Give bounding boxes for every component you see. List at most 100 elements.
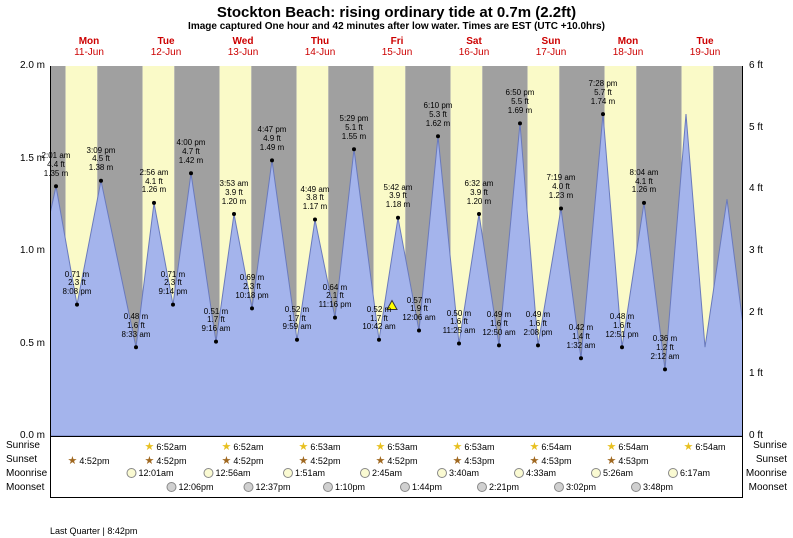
moon-icon	[554, 482, 564, 492]
star-icon: ★	[453, 454, 463, 467]
sunset-row: Sunset Sunset ★4:52pm ★4:52pm ★4:52pm ★4:52pm…	[0, 454, 793, 468]
day-axis: Mon11-JunTue12-JunWed13-JunThu14-JunFri1…	[50, 36, 743, 66]
moon-icon	[203, 468, 213, 478]
axis-line	[742, 66, 743, 497]
star-icon: ★	[222, 440, 232, 453]
row-label: Moonrise	[746, 468, 787, 479]
moon-icon	[323, 482, 333, 492]
moonset-item: 1:10pm	[323, 482, 365, 492]
star-icon: ★	[145, 454, 155, 467]
tide-point-label: 2:01 am4.4 ft1.35 m	[42, 152, 71, 178]
tide-point-label: 3:53 am3.9 ft1.20 m	[220, 180, 249, 206]
day-label: Sat16-Jun	[436, 36, 513, 58]
tide-point-label: 0.71 m2.3 ft8:08 pm	[63, 271, 92, 297]
moon-icon	[437, 468, 447, 478]
sunrise-item: ★6:52am	[145, 440, 187, 453]
tide-point-label: 0.52 m1.7 ft9:59 am	[283, 306, 312, 332]
y-tick-right: 2 ft	[745, 307, 790, 318]
divider	[50, 497, 743, 498]
sunrise-item: ★6:54am	[530, 440, 572, 453]
moon-icon	[243, 482, 253, 492]
sunrise-item: ★6:52am	[222, 440, 264, 453]
day-label: Mon18-Jun	[590, 36, 667, 58]
sunrise-row: SunriseSunrise★6:52am★6:52am★6:53am★6:53…	[0, 440, 793, 454]
tide-point-label: 6:50 pm5.5 ft1.69 m	[506, 89, 535, 115]
tide-point-label: 2:56 am4.1 ft1.26 m	[140, 169, 169, 195]
tide-point-label: 4:47 pm4.9 ft1.49 m	[258, 126, 287, 152]
row-label: Moonset	[6, 482, 44, 493]
y-tick-right: 6 ft	[745, 60, 790, 71]
moonrise-item: 3:40am	[437, 468, 479, 478]
y-axis-right: 0 ft1 ft2 ft3 ft4 ft5 ft6 ft	[745, 66, 793, 436]
star-icon: ★	[145, 440, 155, 453]
star-icon: ★	[376, 454, 386, 467]
moonrise-item: 2:45am	[360, 468, 402, 478]
moonrise-item: 12:56am	[203, 468, 250, 478]
sunset-item: ★4:53pm	[607, 454, 649, 467]
tide-point-label: 0.51 m1.7 ft9:16 am	[202, 308, 231, 334]
tide-point-label: 6:10 pm5.3 ft1.62 m	[424, 102, 453, 128]
row-label: Moonrise	[6, 468, 47, 479]
star-icon: ★	[376, 440, 386, 453]
moon-icon	[360, 468, 370, 478]
tide-point-label: 3:09 pm4.5 ft1.38 m	[87, 147, 116, 173]
sunrise-item: ★6:53am	[299, 440, 341, 453]
axis-line	[50, 436, 743, 437]
tide-point-label: 4:00 pm4.7 ft1.42 m	[177, 139, 206, 165]
moon-icon	[166, 482, 176, 492]
moonrise-item: 6:17am	[668, 468, 710, 478]
tide-point-label: 6:32 am3.9 ft1.20 m	[465, 180, 494, 206]
sunset-item: ★4:53pm	[530, 454, 572, 467]
tide-point-label: 8:04 am4.1 ft1.26 m	[630, 169, 659, 195]
sunset-item: ★4:52pm	[376, 454, 418, 467]
tide-point-label: 0.49 m1.6 ft2:08 pm	[524, 311, 553, 337]
y-tick-left: 0.5 m	[0, 338, 45, 349]
chart-title: Stockton Beach: rising ordinary tide at …	[0, 0, 793, 21]
day-label: Thu14-Jun	[282, 36, 359, 58]
y-tick-right: 1 ft	[745, 368, 790, 379]
tide-point-label: 5:29 pm5.1 ft1.55 m	[340, 115, 369, 141]
star-icon: ★	[684, 440, 694, 453]
astro-rows: SunriseSunrise★6:52am★6:52am★6:53am★6:53…	[0, 440, 793, 496]
star-icon: ★	[222, 454, 232, 467]
sunset-item: ★4:52pm	[145, 454, 187, 467]
footer-text: Last Quarter | 8:42pm	[50, 526, 137, 536]
y-tick-right: 3 ft	[745, 245, 790, 256]
tide-point-label: 4:49 am3.8 ft1.17 m	[301, 186, 330, 212]
moon-icon	[400, 482, 410, 492]
y-tick-right: 4 ft	[745, 183, 790, 194]
moonrise-item: 4:33am	[514, 468, 556, 478]
tide-point-label: 7:19 am4.0 ft1.23 m	[547, 174, 576, 200]
y-tick-left: 1.0 m	[0, 245, 45, 256]
star-icon: ★	[299, 454, 309, 467]
moonset-item: 2:21pm	[477, 482, 519, 492]
moonset-item: 3:48pm	[631, 482, 673, 492]
tide-point-label: 0.36 m1.2 ft2:12 am	[651, 335, 680, 361]
row-label: Sunset	[6, 454, 37, 465]
moonset-row: MoonsetMoonset12:06pm12:37pm1:10pm1:44pm…	[0, 482, 793, 496]
moonset-item: 12:37pm	[243, 482, 290, 492]
moonrise-item: 12:01am	[126, 468, 173, 478]
sunset-item: ★4:52pm	[299, 454, 341, 467]
day-label: Sun17-Jun	[513, 36, 590, 58]
sunrise-item: ★6:53am	[376, 440, 418, 453]
axis-line	[50, 66, 51, 497]
row-label: Sunset	[756, 454, 787, 465]
chart-subtitle: Image captured One hour and 42 minutes a…	[0, 21, 793, 34]
tide-point-label: 0.42 m1.4 ft1:32 am	[567, 324, 596, 350]
sunset-item: ★4:52pm	[68, 454, 110, 467]
tide-point-label: 7:28 pm5.7 ft1.74 m	[589, 80, 618, 106]
moonrise-item: 5:26am	[591, 468, 633, 478]
moonrise-item: 1:51am	[283, 468, 325, 478]
tide-point-label: 5:42 am3.9 ft1.18 m	[384, 184, 413, 210]
tide-point-label: 0.50 m1.6 ft11:25 am	[443, 310, 476, 336]
sunset-item: ★4:52pm	[222, 454, 264, 467]
day-label: Tue12-Jun	[128, 36, 205, 58]
day-label: Wed13-Jun	[205, 36, 282, 58]
moon-icon	[631, 482, 641, 492]
sunrise-item: ★6:54am	[607, 440, 649, 453]
moonset-item: 3:02pm	[554, 482, 596, 492]
star-icon: ★	[607, 440, 617, 453]
tide-point-label: 0.48 m1.6 ft12:51 pm	[605, 313, 638, 339]
tide-point-label: 0.71 m2.3 ft9:14 pm	[159, 271, 188, 297]
